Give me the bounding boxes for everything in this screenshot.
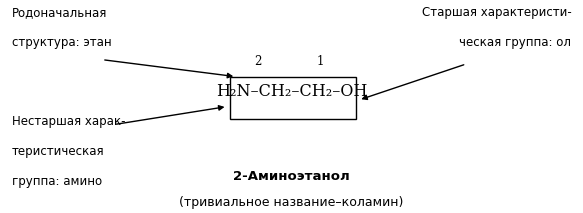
Text: группа: амино: группа: амино	[12, 175, 102, 188]
Text: 2: 2	[254, 55, 262, 68]
Text: Нестаршая харак-: Нестаршая харак-	[12, 115, 125, 128]
Text: 2-Аминоэтанол: 2-Аминоэтанол	[233, 170, 350, 183]
Text: теристическая: теристическая	[12, 145, 104, 158]
Text: ческая группа: ол: ческая группа: ол	[459, 36, 571, 49]
Text: 1: 1	[317, 55, 324, 68]
Text: (тривиальное название–коламин): (тривиальное название–коламин)	[180, 196, 403, 209]
Text: Старшая характеристи-: Старшая характеристи-	[422, 6, 571, 19]
Text: структура: этан: структура: этан	[12, 36, 111, 49]
Text: Родоначальная: Родоначальная	[12, 6, 107, 19]
Text: H₂N–CH₂–CH₂–OH: H₂N–CH₂–CH₂–OH	[216, 83, 367, 100]
